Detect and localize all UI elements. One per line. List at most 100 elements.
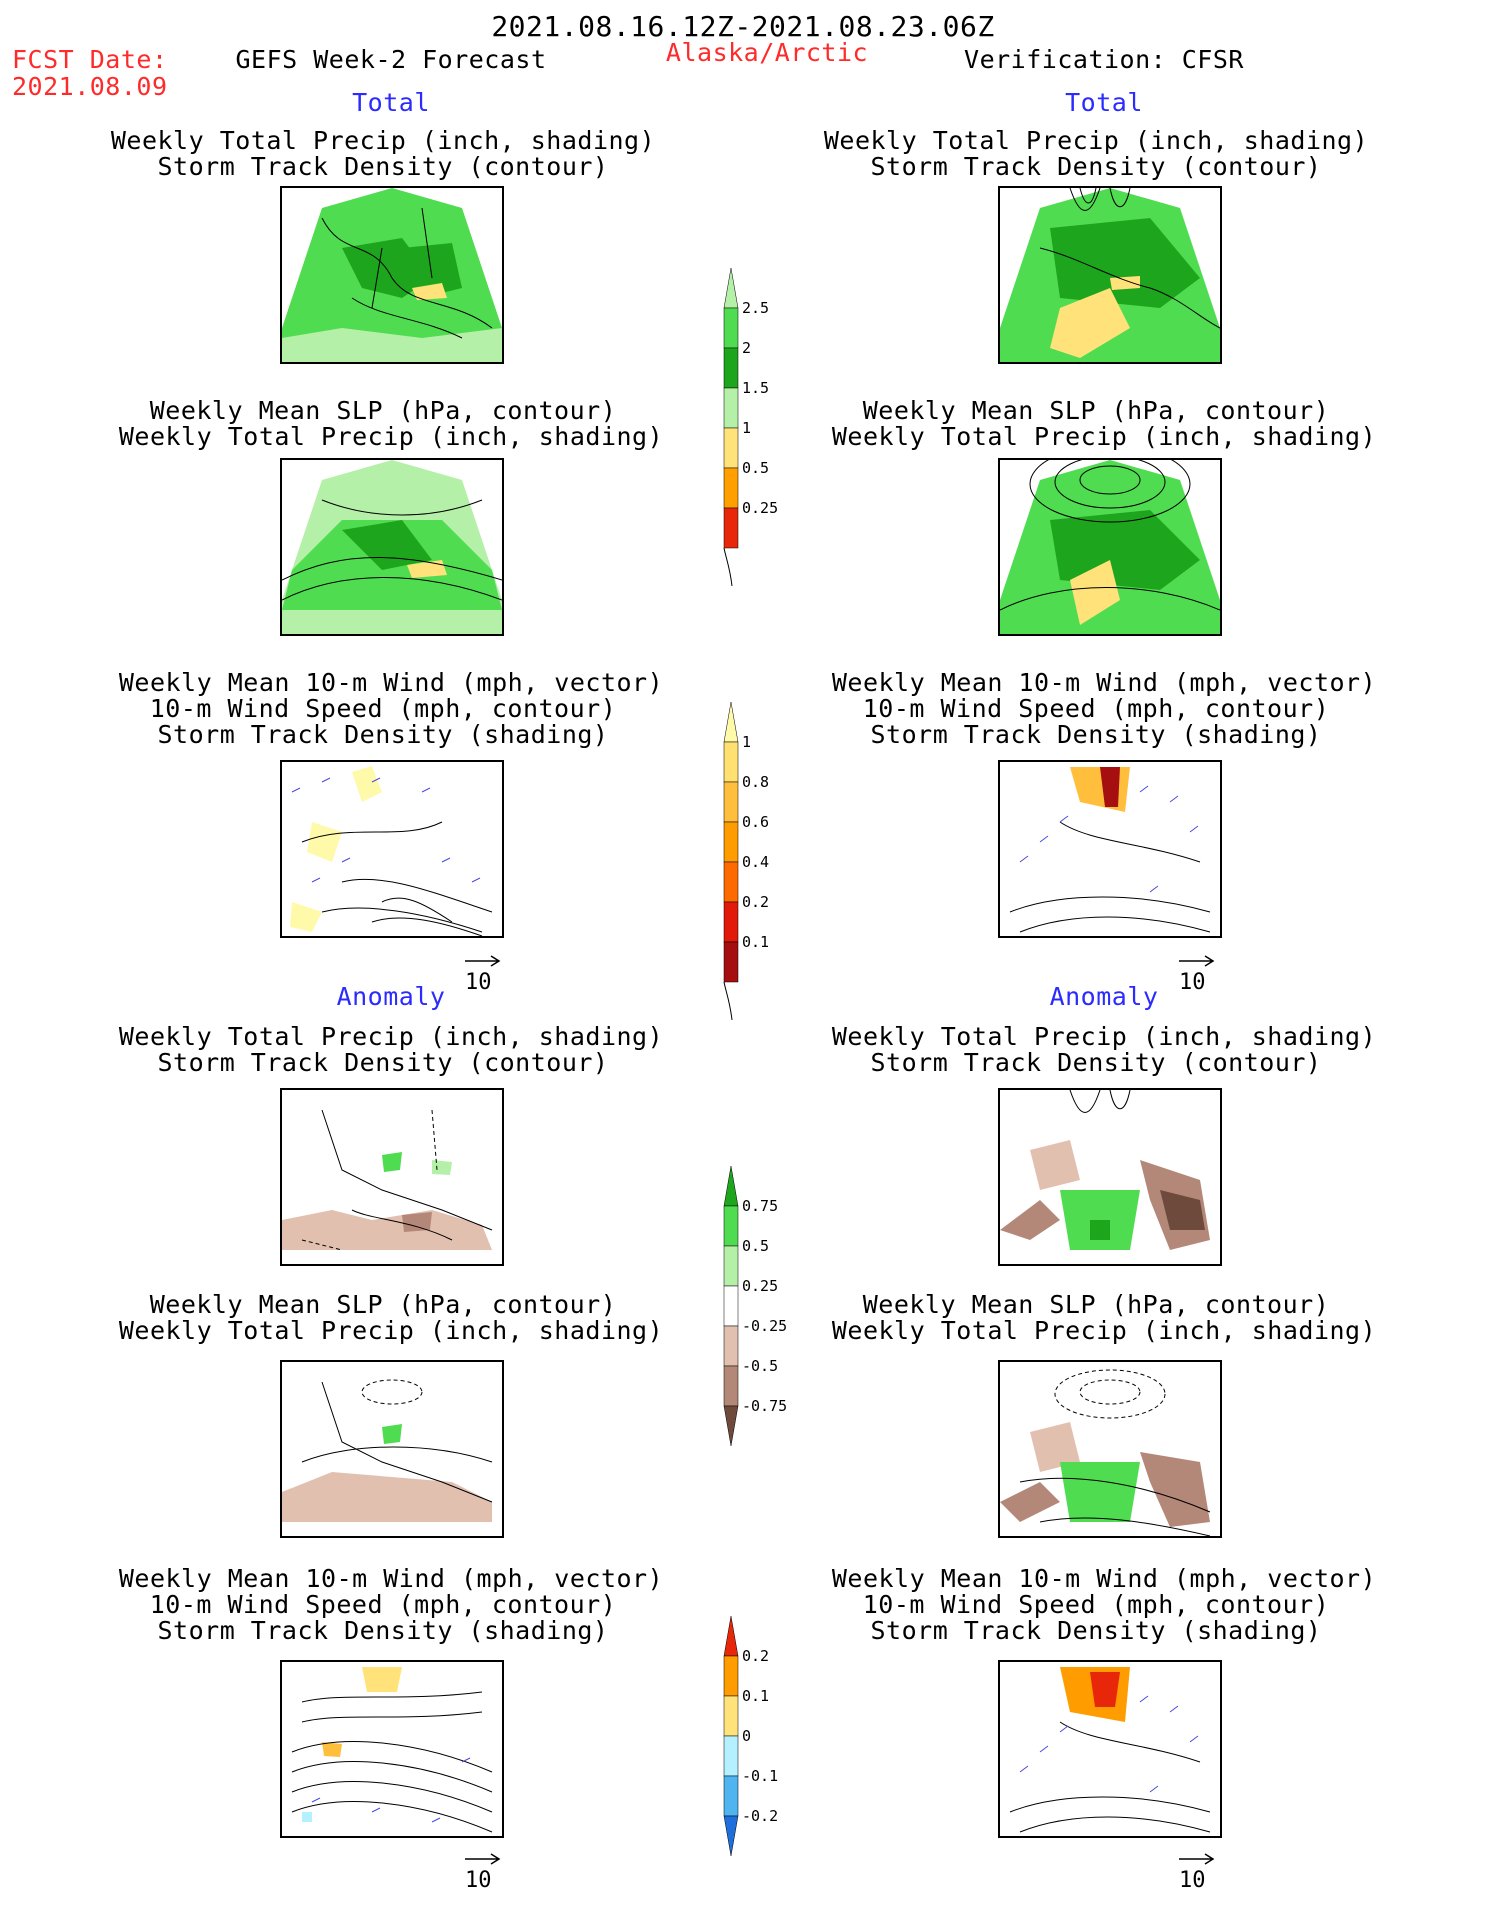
map-right-total-wind: [998, 760, 1222, 938]
right-anom-precip-title-1: Weekly Total Precip (inch, shading): [831, 1022, 1377, 1051]
storm_total-segment-5: [723, 901, 739, 943]
right-total-slp-title-2: Weekly Total Precip (inch, shading): [831, 422, 1377, 451]
fcst-date-label: FCST Date:: [12, 45, 168, 74]
right-column-title: Verification: CFSR: [964, 45, 1244, 74]
right-anom-wind-title-1: Weekly Mean 10-m Wind (mph, vector): [831, 1564, 1377, 1593]
left-anom-slp-title-2: Weekly Total Precip (inch, shading): [118, 1316, 664, 1345]
fcst-date-value: 2021.08.09: [12, 72, 168, 101]
storm_anom-label-2: 0: [742, 1727, 751, 1745]
map-right-total-slp: [998, 458, 1222, 636]
left-anom-wind-title-2: 10-m Wind Speed (mph, contour): [149, 1590, 617, 1619]
right-total-wind-title-1: Weekly Mean 10-m Wind (mph, vector): [831, 668, 1377, 697]
storm_total-segment-0: [723, 701, 739, 743]
precip_total-segment-3: [723, 387, 739, 429]
reference-vector-label: 10: [1179, 970, 1206, 995]
precip_anom-segment-2: [723, 1245, 739, 1287]
left-anom-wind-title-3: Storm Track Density (shading): [157, 1616, 609, 1645]
storm_total-label-4: 0.2: [742, 893, 769, 911]
map-left-anom-wind: [280, 1660, 504, 1838]
left-anom-precip-title-1: Weekly Total Precip (inch, shading): [118, 1022, 664, 1051]
precip_anom-label-0: 0.75: [742, 1197, 778, 1215]
left-total-wind-title-1: Weekly Mean 10-m Wind (mph, vector): [118, 668, 664, 697]
storm_total-segment-4: [723, 861, 739, 903]
precip_anom-label-3: -0.25: [742, 1317, 787, 1335]
storm_anom-segment-3: [723, 1735, 739, 1777]
map-right-anom-precip: [998, 1088, 1222, 1266]
storm_total-label-3: 0.4: [742, 853, 769, 871]
right-total-wind-title-2: 10-m Wind Speed (mph, contour): [862, 694, 1330, 723]
storm_anom-segment-1: [723, 1655, 739, 1697]
precip_total-segment-4: [723, 427, 739, 469]
precip_anom-segment-0: [723, 1165, 739, 1207]
precip_total-label-2: 1.5: [742, 379, 769, 397]
left-anom-wind-title-1: Weekly Mean 10-m Wind (mph, vector): [118, 1564, 664, 1593]
precip_anom-segment-4: [723, 1325, 739, 1367]
precip_total-label-3: 1: [742, 419, 751, 437]
precip_anom-segment-5: [723, 1365, 739, 1407]
precip_total-label-1: 2: [742, 339, 751, 357]
storm_total-segment-1: [723, 741, 739, 783]
precip_total-segment-5: [723, 467, 739, 509]
colorbar-precip-anom: 0.75 0.5 0.25 -0.25 -0.5 -0.75: [720, 1165, 810, 1460]
map-right-anom-slp: [998, 1360, 1222, 1538]
reference-vector-label: 10: [1179, 1868, 1206, 1893]
map-left-total-slp: [280, 458, 504, 636]
arrow-right-icon: [465, 955, 501, 967]
right-total-wind-title-3: Storm Track Density (shading): [870, 720, 1322, 749]
map-right-total-precip: [998, 186, 1222, 364]
storm_anom-label-1: 0.1: [742, 1687, 769, 1705]
left-total-precip-title-1: Weekly Total Precip (inch, shading): [110, 126, 656, 155]
left-anom-precip-title-2: Storm Track Density (contour): [157, 1048, 609, 1077]
precip_anom-label-1: 0.5: [742, 1237, 769, 1255]
precip_total-segment-2: [723, 347, 739, 389]
left-total-slp-title-1: Weekly Mean SLP (hPa, contour): [149, 396, 617, 425]
left-total-label: Total: [352, 88, 430, 117]
precip_total-label-0: 2.5: [742, 299, 769, 317]
region-title: Alaska/Arctic: [665, 38, 869, 67]
left-total-wind-title-2: 10-m Wind Speed (mph, contour): [149, 694, 617, 723]
precip_total-tail: [723, 547, 733, 587]
storm_total-segment-2: [723, 781, 739, 823]
reference-vector-right-anom: 10: [1177, 1852, 1217, 1898]
right-anomaly-label: Anomaly: [1049, 982, 1159, 1011]
colorbar-storm-total: 1 0.8 0.6 0.4 0.2 0.1: [720, 701, 810, 1021]
storm_anom-label-3: -0.1: [742, 1767, 778, 1785]
right-total-label: Total: [1065, 88, 1143, 117]
arrow-right-icon: [1179, 1853, 1215, 1865]
right-anom-precip-title-2: Storm Track Density (contour): [870, 1048, 1322, 1077]
storm_total-label-5: 0.1: [742, 933, 769, 951]
precip_anom-segment-3: [723, 1285, 739, 1327]
arrow-right-icon: [465, 1853, 501, 1865]
reference-vector-label: 10: [465, 970, 492, 995]
precip_anom-segment-1: [723, 1205, 739, 1247]
precip_anom-label-5: -0.75: [742, 1397, 787, 1415]
precip_anom-label-2: 0.25: [742, 1277, 778, 1295]
storm_total-label-2: 0.6: [742, 813, 769, 831]
reference-vector-right-total: 10: [1177, 954, 1217, 1000]
map-left-anom-slp: [280, 1360, 504, 1538]
storm_anom-label-0: 0.2: [742, 1647, 769, 1665]
reference-vector-label: 10: [465, 1868, 492, 1893]
precip_total-label-4: 0.5: [742, 459, 769, 477]
left-column-title: GEFS Week-2 Forecast: [235, 45, 547, 74]
left-total-wind-title-3: Storm Track Density (shading): [157, 720, 609, 749]
left-total-precip-title-2: Storm Track Density (contour): [157, 152, 609, 181]
right-total-precip-title-2: Storm Track Density (contour): [870, 152, 1322, 181]
storm_anom-segment-4: [723, 1775, 739, 1817]
right-anom-wind-title-2: 10-m Wind Speed (mph, contour): [862, 1590, 1330, 1619]
storm_anom-segment-2: [723, 1695, 739, 1737]
storm_anom-segment-5: [723, 1815, 739, 1857]
precip_anom-label-4: -0.5: [742, 1357, 778, 1375]
precip_total-segment-1: [723, 307, 739, 349]
map-left-total-wind: [280, 760, 504, 938]
map-right-anom-wind: [998, 1660, 1222, 1838]
date-range-title: 2021.08.16.12Z-2021.08.23.06Z: [491, 10, 995, 43]
right-anom-wind-title-3: Storm Track Density (shading): [870, 1616, 1322, 1645]
left-anomaly-label: Anomaly: [336, 982, 446, 1011]
storm_total-label-0: 1: [742, 733, 751, 751]
storm_total-tail: [723, 981, 733, 1021]
right-anom-slp-title-1: Weekly Mean SLP (hPa, contour): [862, 1290, 1330, 1319]
right-total-precip-title-1: Weekly Total Precip (inch, shading): [823, 126, 1369, 155]
left-total-slp-title-2: Weekly Total Precip (inch, shading): [118, 422, 664, 451]
right-total-slp-title-1: Weekly Mean SLP (hPa, contour): [862, 396, 1330, 425]
